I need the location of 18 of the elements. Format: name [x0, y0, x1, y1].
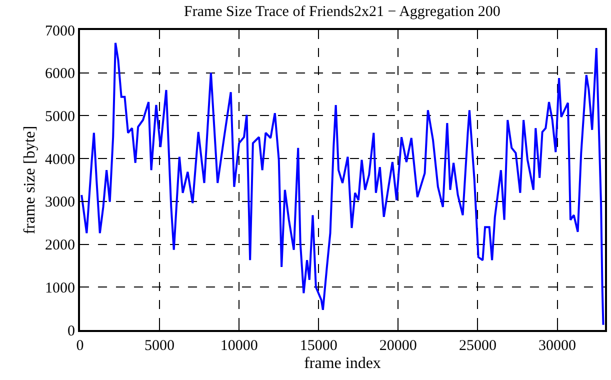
x-tick-label: 25000: [458, 338, 496, 354]
y-tick-label: 0: [68, 323, 75, 340]
line-series: [80, 42, 604, 326]
x-tick-label: 10000: [220, 338, 258, 354]
x-tick-label: 15000: [300, 338, 338, 354]
y-tick-label: 6000: [45, 66, 75, 82]
y-axis-title: frame size [byte]: [21, 126, 38, 234]
y-tick-label: 5000: [45, 108, 75, 125]
y-tick-label: 4000: [45, 152, 75, 168]
y-tick-label: 3000: [45, 194, 75, 211]
chart-title: Frame Size Trace of Friends2x21 − Aggregation 200: [184, 4, 500, 20]
x-tick-label: 30000: [538, 338, 576, 354]
x-tick-label: 5000: [144, 338, 175, 354]
x-axis-title: frame index: [304, 355, 381, 372]
y-tick-label: 7000: [45, 23, 75, 40]
y-tick-label: 1000: [45, 280, 75, 296]
y-tick-label: 2000: [45, 238, 75, 254]
x-tick-label: 20000: [379, 338, 417, 354]
